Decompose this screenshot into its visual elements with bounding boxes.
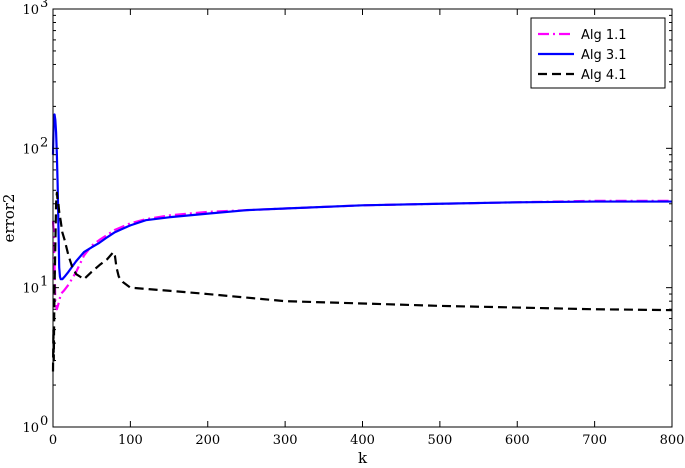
legend-label-3: Alg 4.1 [581,68,627,83]
x-tick-label: 100 [118,433,143,448]
x-tick-label: 800 [660,433,685,448]
y-tick-exponent: 1 [40,275,48,290]
y-tick-label: 10 [22,142,39,157]
y-tick-exponent: 2 [40,135,48,150]
legend-label-1: Alg 1.1 [581,28,627,43]
y-tick-label: 10 [22,282,39,297]
x-tick-label: 200 [195,433,220,448]
y-tick-exponent: 0 [40,414,48,429]
x-tick-label: 400 [350,433,375,448]
chart-marks [51,113,673,372]
x-tick-label: 600 [505,433,530,448]
y-axis-label: error2 [0,194,18,243]
x-tick-label: 0 [49,433,57,448]
series-line-1 [51,199,672,311]
x-tick-label: 700 [582,433,607,448]
x-tick-label: 300 [273,433,298,448]
legend-label-2: Alg 3.1 [581,48,627,63]
y-tick-label: 10 [22,3,39,18]
x-axis-label: k [358,449,368,467]
series-line-2 [51,113,672,281]
x-tick-label: 500 [427,433,452,448]
legend: Alg 1.1 Alg 3.1 Alg 4.1 [530,17,666,89]
y-tick-label: 10 [22,421,39,436]
y-tick-exponent: 3 [40,0,48,11]
series-line-3 [51,191,673,372]
